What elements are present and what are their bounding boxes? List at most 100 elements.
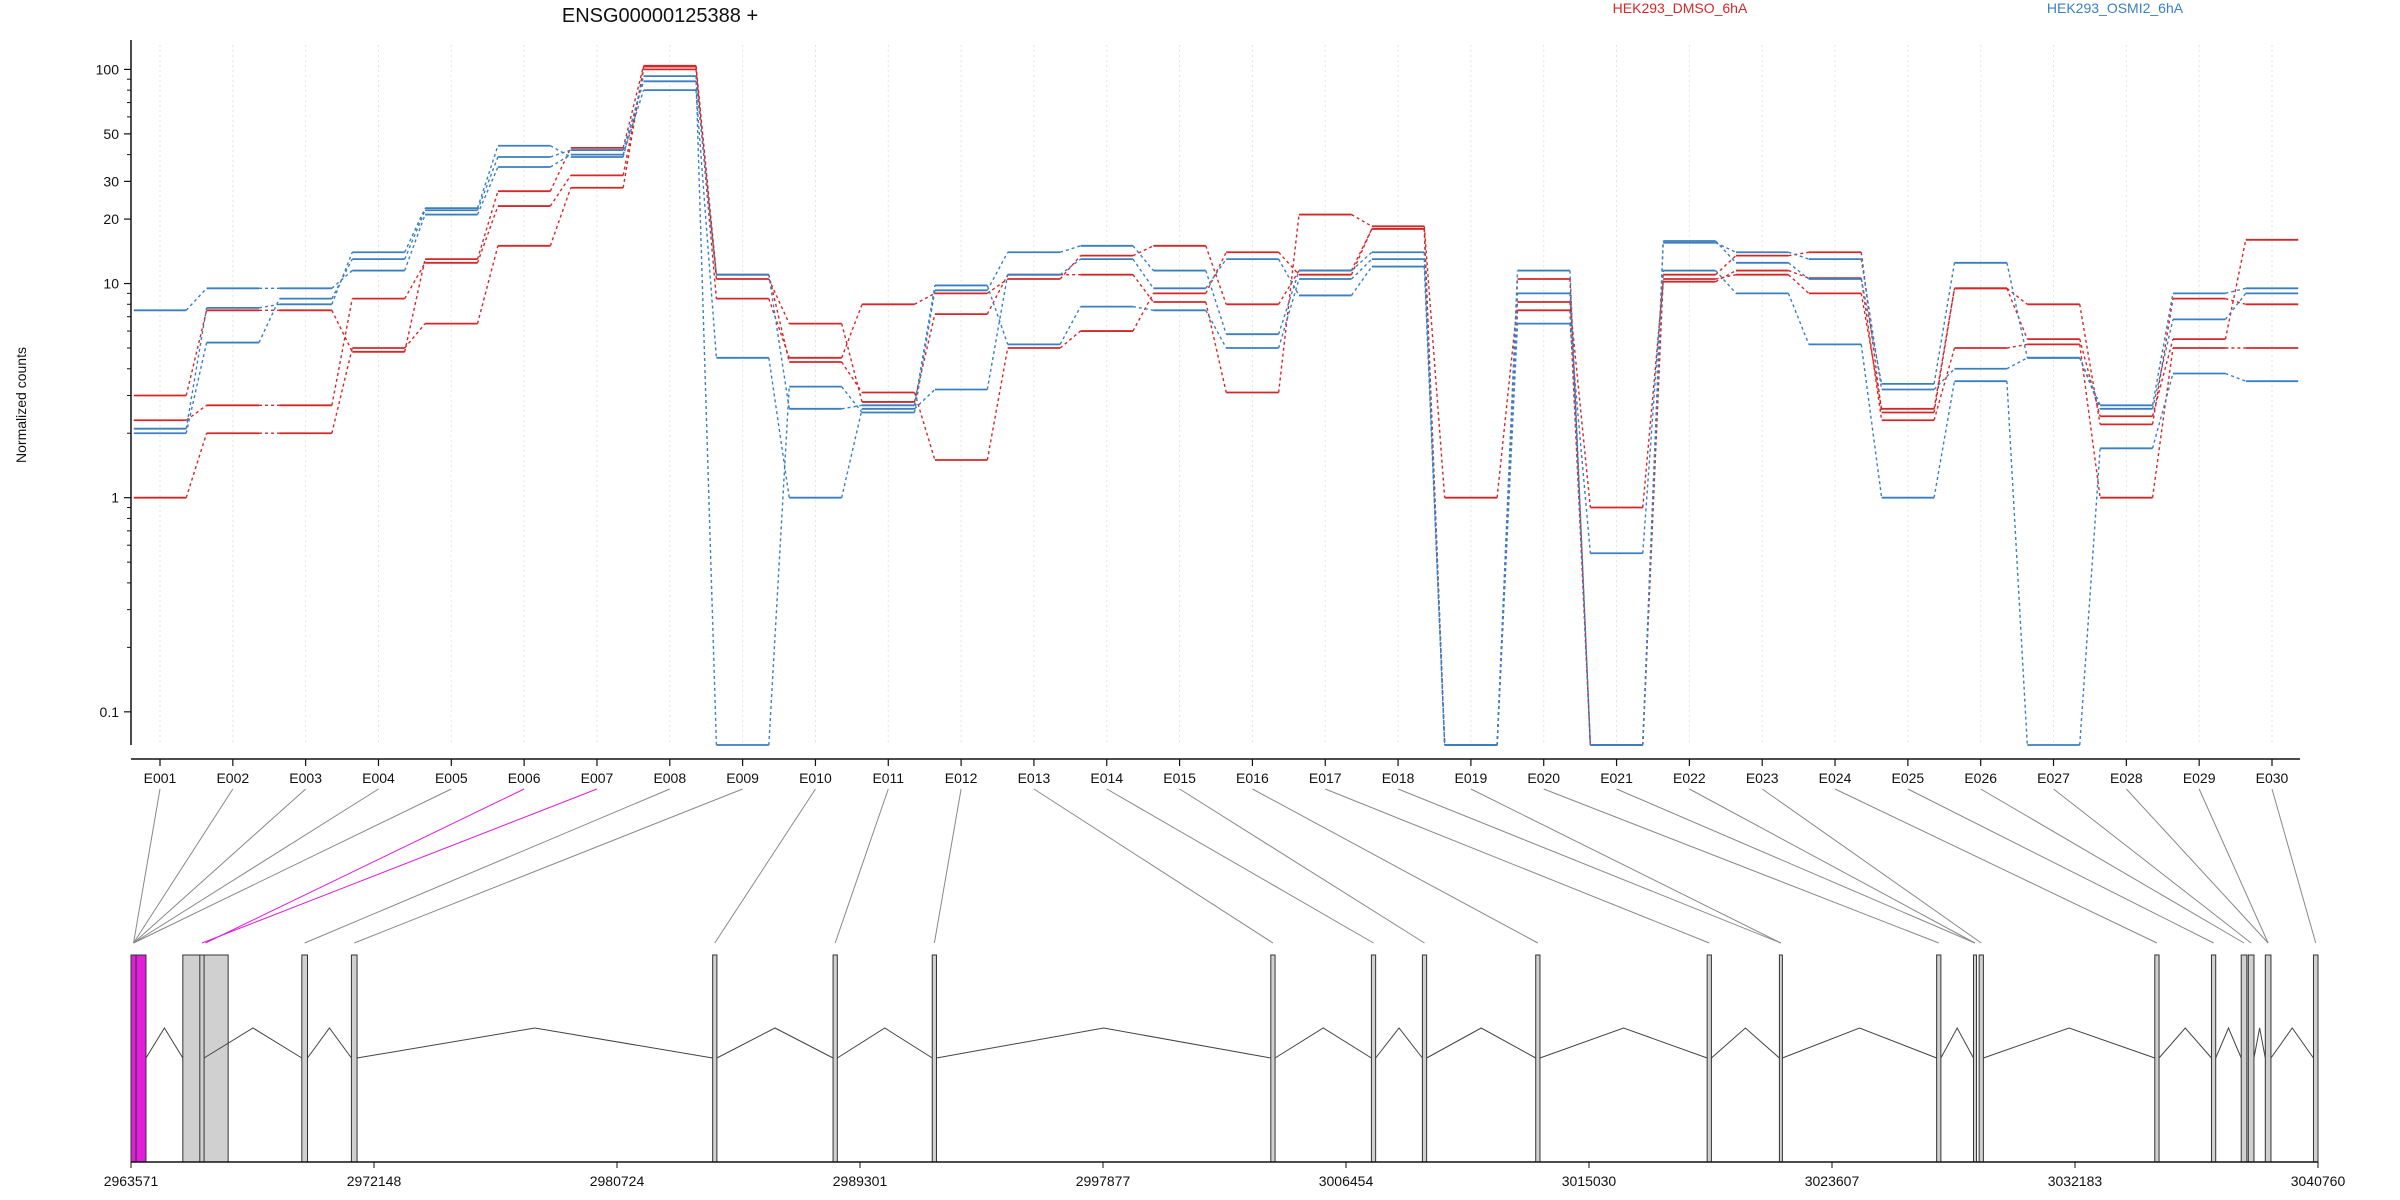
series-connector — [2006, 262, 2028, 358]
exon-link-line — [1179, 788, 1425, 944]
series-connector — [622, 65, 645, 149]
intron-line — [1539, 1027, 1708, 1059]
series-connector — [2006, 381, 2028, 746]
exon-link-line — [2198, 788, 2269, 944]
intron-line — [307, 1027, 352, 1059]
series-connector — [549, 174, 572, 207]
exon-box — [135, 954, 147, 1163]
x-tick-label: E010 — [799, 770, 832, 786]
series-connector — [986, 274, 1009, 390]
exon-box — [1270, 954, 1276, 1163]
series-connector — [1132, 245, 1154, 271]
series-connector — [986, 285, 1009, 345]
exon-box — [1421, 954, 1428, 1163]
series-connector — [1933, 347, 1956, 421]
series-connector — [986, 278, 1009, 294]
series-connector — [185, 287, 208, 311]
series-connector — [768, 386, 790, 746]
exon-link-line — [1325, 788, 1710, 944]
series-connector — [1715, 255, 1737, 276]
intron-line — [837, 1027, 933, 1059]
exon-link-line — [1252, 788, 1539, 944]
x-tick-label: E008 — [653, 770, 686, 786]
series-connector — [1787, 262, 1810, 280]
series-connector — [622, 75, 645, 158]
series-connector — [1132, 293, 1154, 332]
exon-box — [931, 954, 937, 1163]
x-tick-label: E029 — [2183, 770, 2216, 786]
series-connector — [549, 187, 572, 247]
x-axis: E001 E002 E003 E004 E005 E006 E007 E008 E009 E010… — [131, 758, 2300, 786]
y-tick-label: 0.1 — [100, 704, 120, 720]
series-connector — [1205, 245, 1227, 305]
series-connector — [1205, 258, 1227, 289]
series-connector — [1059, 330, 1081, 349]
series-connector — [2151, 373, 2174, 449]
vertical-grid — [159, 45, 2273, 745]
exon-box — [1972, 954, 1977, 1163]
series-connector — [2224, 292, 2247, 320]
exon-link-line — [133, 788, 379, 944]
x-tick-label: E030 — [2256, 770, 2289, 786]
exon-link-line — [714, 788, 816, 944]
series-connector — [1933, 288, 1956, 413]
x-tick-label: E021 — [1600, 770, 1633, 786]
y-tick-label: 100 — [96, 61, 120, 77]
exon-box — [2247, 954, 2255, 1163]
series-connector — [695, 90, 718, 358]
series-connector — [2079, 344, 2101, 498]
series-connector — [258, 298, 281, 343]
series-connector — [185, 404, 208, 421]
intron-line — [1983, 1027, 2155, 1059]
x-tick-label: E014 — [1090, 770, 1123, 786]
intron-line — [936, 1027, 1271, 1059]
series-connector — [2079, 448, 2101, 746]
exon-link-line — [354, 788, 743, 944]
series-connector — [1205, 309, 1227, 349]
series-connector — [840, 408, 863, 498]
series-connector — [1278, 251, 1300, 276]
series-connector — [404, 262, 426, 300]
series-connector — [841, 404, 863, 410]
series-connector — [185, 342, 208, 434]
series-connector — [331, 251, 353, 305]
series-connector — [185, 433, 208, 498]
series-connector — [476, 190, 499, 260]
exon-box — [712, 954, 718, 1163]
exon-link-line — [1907, 788, 2214, 944]
series-connector — [1277, 278, 1300, 349]
y-tick-label: 20 — [103, 211, 119, 227]
chart-title: ENSG00000125388 + — [562, 5, 758, 27]
series-connector — [1132, 258, 1154, 289]
series-connector — [185, 310, 208, 396]
series-connector — [1788, 269, 1810, 279]
series-connector — [331, 258, 353, 299]
series-connector — [1350, 258, 1373, 280]
series-connector — [258, 303, 280, 309]
series-connector — [331, 298, 353, 406]
series-connector — [185, 307, 208, 429]
series-connector — [1787, 274, 1810, 294]
x-tick-label: E022 — [1673, 770, 1706, 786]
series-connector — [695, 65, 718, 275]
genomic-tick-label: 2997877 — [1076, 1173, 1131, 1189]
series-connector — [768, 274, 790, 409]
exon-box — [350, 954, 358, 1163]
series-connector — [1642, 281, 1664, 508]
series-connector — [2079, 338, 2101, 417]
exon-link-line — [1543, 788, 1939, 944]
series-connector — [840, 323, 863, 403]
series-connector — [1933, 262, 1956, 384]
intron-line — [2158, 1027, 2212, 1059]
series-HEK293_DMSO_6hA — [133, 64, 2299, 746]
x-tick-label: E011 — [872, 770, 904, 786]
genomic-coordinate-axis: 2963571 2972148 2980724 2989301 2997877 30064… — [104, 1161, 2345, 1189]
series-connector — [986, 347, 1009, 461]
series-connector — [1059, 245, 1081, 253]
series-HEK293_DMSO_6hA — [133, 65, 2299, 509]
series-connector — [1350, 251, 1373, 272]
genomic-tick-label: 3032183 — [2048, 1173, 2103, 1189]
genomic-tick-label: 2989301 — [833, 1173, 888, 1189]
series-connector — [1496, 270, 1519, 746]
series-connector — [2151, 338, 2174, 417]
